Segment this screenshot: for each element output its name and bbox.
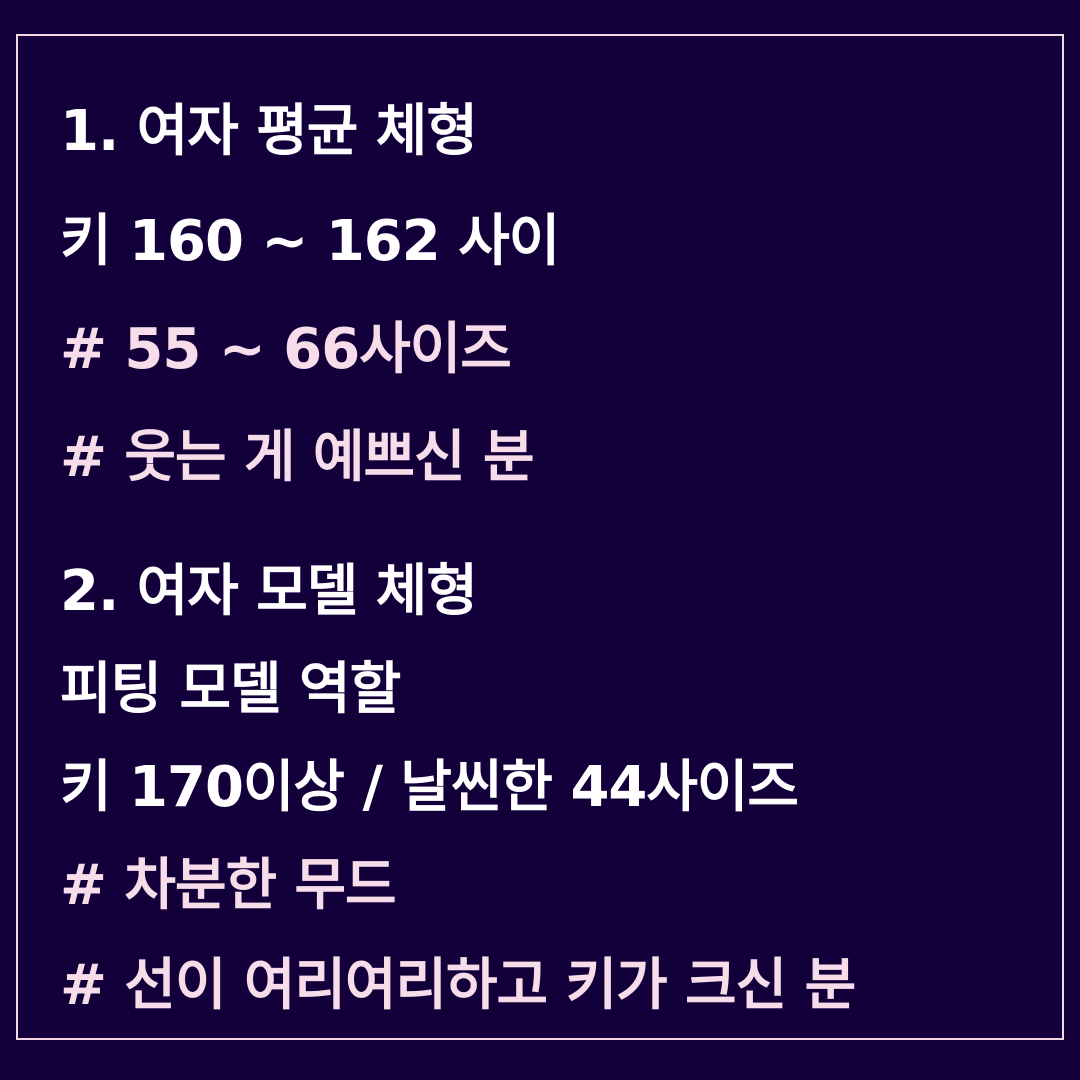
section2-height-spec: 키 170이상 / 날씬한 44사이즈 bbox=[60, 755, 799, 820]
border-frame bbox=[16, 34, 1064, 1040]
section2-title: 2. 여자 모델 체형 bbox=[60, 559, 478, 624]
section1-title: 1. 여자 평균 체형 bbox=[60, 99, 478, 164]
section1-tag-size: # 55 ~ 66사이즈 bbox=[60, 317, 512, 382]
section1-tag-smile: # 웃는 게 예쁘신 분 bbox=[60, 425, 535, 490]
section1-height-spec: 키 160 ~ 162 사이 bbox=[60, 209, 560, 274]
section2-tag-slim-tall: # 선이 여리여리하고 키가 크신 분 bbox=[60, 953, 856, 1018]
section2-role: 피팅 모델 역할 bbox=[60, 657, 401, 722]
section2-tag-mood: # 차분한 무드 bbox=[60, 853, 397, 918]
